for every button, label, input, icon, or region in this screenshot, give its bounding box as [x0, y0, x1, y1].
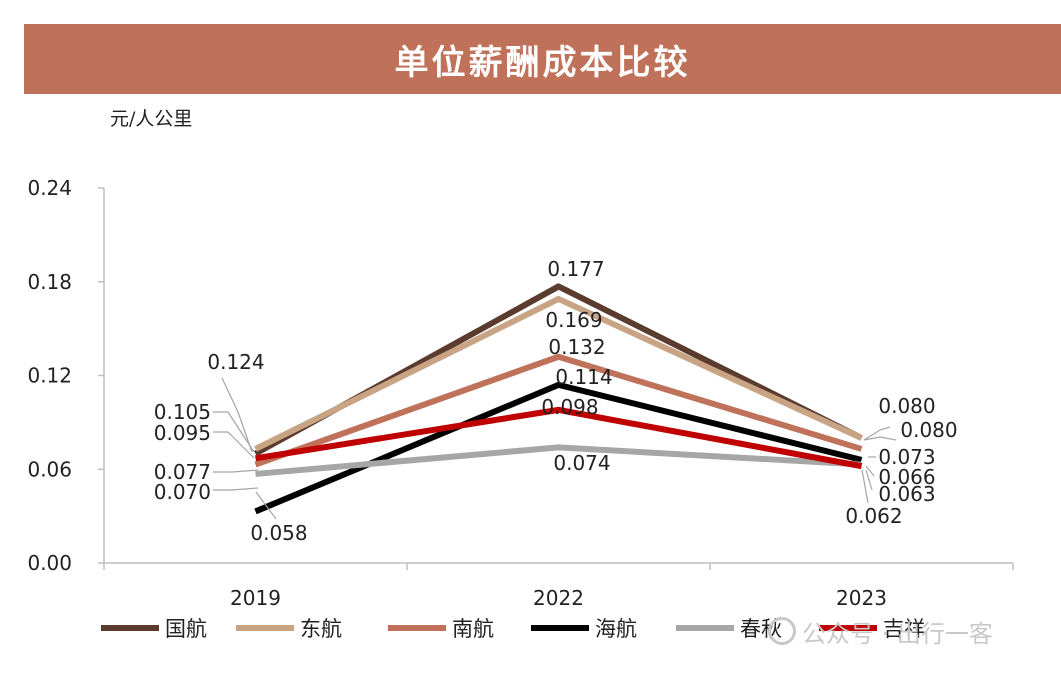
wechat-logo-icon [768, 617, 796, 645]
y-tick-label: 0.00 [27, 551, 72, 575]
data-label: 0.098 [541, 395, 598, 419]
data-label: 0.114 [555, 365, 612, 389]
series-line-东航 [254, 295, 863, 452]
data-label: 0.080 [878, 394, 935, 418]
legend-label-东航: 东航 [300, 617, 342, 641]
x-tick-label: 2023 [836, 586, 887, 610]
series-line-春秋 [255, 444, 862, 477]
chart-title: 单位薪酬成本比较 [24, 24, 1061, 94]
y-tick-label: 0.24 [27, 176, 72, 200]
leader-line [865, 465, 875, 477]
data-label: 0.062 [845, 504, 902, 528]
leader-line [213, 469, 259, 473]
y-tick-label: 0.18 [27, 270, 72, 294]
x-tick-label: 2019 [230, 586, 281, 610]
leader-line [863, 436, 897, 441]
data-label: 0.095 [154, 421, 211, 445]
leader-line [213, 411, 255, 453]
unit-label: 元/人公里 [110, 108, 193, 130]
leader-line [255, 491, 277, 520]
y-tick-label: 0.12 [27, 364, 72, 388]
leader-line [865, 469, 873, 491]
data-label: 0.073 [878, 445, 935, 469]
data-label: 0.124 [207, 350, 264, 374]
leader-line [863, 426, 891, 441]
legend-label-吉祥: 吉祥 [883, 617, 925, 641]
series-line-南航 [254, 353, 863, 468]
watermark: 公众号 · 出行一客 [768, 614, 993, 649]
data-label: 0.132 [548, 335, 605, 359]
data-label: 0.066 [878, 465, 935, 489]
series-lines [254, 283, 863, 515]
watermark-text: 公众号 · 出行一客 [802, 620, 993, 648]
label-leader-lines [213, 377, 897, 520]
leader-line [221, 377, 253, 453]
data-label: 0.058 [250, 521, 307, 545]
data-label: 0.177 [547, 257, 604, 281]
leader-line [213, 487, 259, 491]
chart-axes: 0.00 0.06 0.12 0.18 0.24 2019 2022 2023 [27, 176, 1014, 610]
data-label: 0.077 [154, 460, 211, 484]
data-label: 0.080 [900, 418, 957, 442]
legend-label-海航: 海航 [595, 617, 637, 641]
x-tick-label: 2022 [533, 586, 584, 610]
data-label: 0.063 [878, 482, 935, 506]
series-line-吉祥 [255, 406, 863, 470]
leader-line [861, 469, 869, 504]
series-line-海航 [254, 381, 863, 515]
y-tick-label: 0.06 [27, 457, 72, 481]
data-label: 0.169 [545, 308, 602, 332]
legend-label-南航: 南航 [452, 617, 494, 641]
leader-line [213, 431, 255, 459]
data-label: 0.105 [154, 400, 211, 424]
data-label: 0.074 [553, 451, 610, 475]
legend: 国航 东航 南航 海航 春秋 吉祥 [101, 617, 925, 641]
data-label: 0.070 [154, 480, 211, 504]
legend-label-国航: 国航 [165, 617, 207, 641]
